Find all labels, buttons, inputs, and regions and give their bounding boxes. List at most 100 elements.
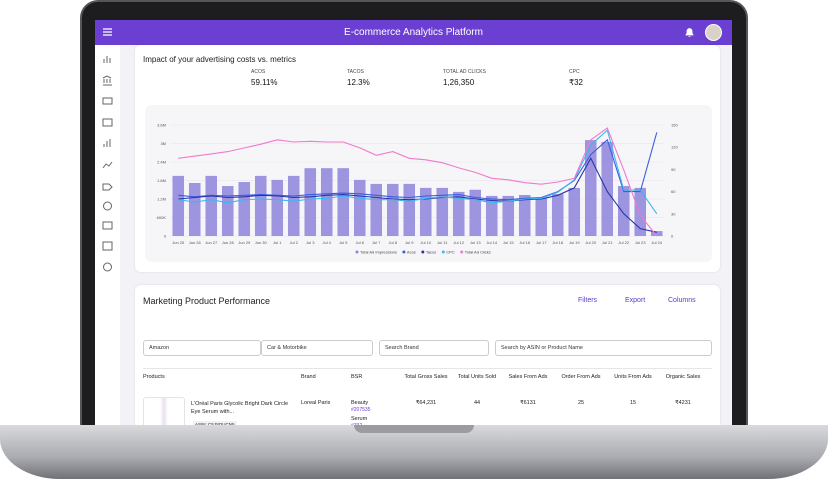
x-tick-label: Jul 7 bbox=[372, 240, 381, 245]
legend-swatch bbox=[460, 250, 464, 254]
cell: 44 bbox=[473, 400, 481, 406]
bar bbox=[254, 175, 267, 236]
card-title: Impact of your advertising costs vs. met… bbox=[143, 55, 296, 64]
bar bbox=[353, 179, 366, 236]
bar bbox=[287, 175, 300, 236]
x-tick-label: Jul 23 bbox=[635, 240, 646, 245]
nav-icon[interactable] bbox=[102, 75, 112, 86]
filter-input[interactable]: Search by ASIN or Product Name bbox=[495, 340, 712, 356]
chart: 0 600K 1.2M 1.8M 2.4M 3M 3.6M 0 30 60 90 120 150 Jun … bbox=[145, 105, 712, 262]
nav-icon[interactable] bbox=[103, 262, 112, 272]
column-header: Brand bbox=[301, 374, 316, 380]
legend-label: CPC bbox=[446, 250, 455, 255]
x-tick-label: Jul 15 bbox=[503, 240, 514, 245]
x-tick-label: Jul 4 bbox=[323, 240, 332, 245]
bar bbox=[502, 195, 515, 236]
x-tick-label: Jul 21 bbox=[602, 240, 613, 245]
x-tick-label: Jul 12 bbox=[453, 240, 464, 245]
bar bbox=[535, 198, 548, 236]
x-tick-label: Jul 18 bbox=[552, 240, 563, 245]
legend-label: Total Ad Impressions bbox=[360, 250, 397, 255]
action-button[interactable]: Filters bbox=[578, 297, 598, 304]
metric-value: ₹32 bbox=[569, 78, 583, 87]
y2-tick-label: 60 bbox=[671, 189, 676, 194]
x-tick-label: Jul 8 bbox=[389, 240, 398, 245]
y-tick-label: 1.2M bbox=[157, 197, 166, 202]
action-button[interactable]: Columns bbox=[668, 297, 696, 304]
nav-icon[interactable] bbox=[103, 201, 112, 211]
bar bbox=[452, 191, 465, 236]
bar bbox=[370, 183, 383, 236]
column-header: Total Gross Sales bbox=[404, 374, 448, 380]
x-tick-label: Jul 14 bbox=[486, 240, 497, 245]
column-header: Organic Sales bbox=[665, 374, 701, 380]
x-tick-label: Jul 5 bbox=[339, 240, 348, 245]
x-tick-label: Jul 20 bbox=[585, 240, 596, 245]
divider bbox=[143, 368, 712, 369]
nav-icon[interactable] bbox=[102, 97, 113, 105]
sidebar bbox=[95, 45, 120, 425]
bar bbox=[584, 140, 597, 236]
bsr-rank[interactable]: #207535 bbox=[351, 407, 371, 413]
bar bbox=[337, 168, 350, 236]
legend-label: Tacos bbox=[426, 250, 436, 255]
x-tick-label: Jul 3 bbox=[306, 240, 315, 245]
cell: ₹4231 bbox=[675, 400, 691, 406]
bar bbox=[304, 168, 317, 236]
bar bbox=[485, 195, 498, 236]
brand: Loreal Paris bbox=[301, 400, 331, 406]
filter-input[interactable]: Amazon bbox=[143, 340, 261, 356]
nav-icon[interactable] bbox=[103, 56, 111, 63]
app-title: E-commerce Analytics Platform bbox=[344, 27, 483, 38]
product-card: Marketing Product Performance Filters Exp… bbox=[135, 285, 720, 425]
cell: ₹6131 bbox=[520, 400, 536, 406]
cell: ₹64,231 bbox=[415, 400, 437, 406]
bell-icon[interactable] bbox=[685, 27, 694, 38]
bar bbox=[419, 187, 432, 236]
bar bbox=[436, 187, 449, 236]
bsr-rank[interactable]: #792 bbox=[351, 423, 362, 425]
x-tick-label: Jul 9 bbox=[405, 240, 414, 245]
column-header: Order From Ads bbox=[561, 374, 601, 380]
legend-label: Total Ad Clicks bbox=[465, 250, 491, 255]
nav-icon[interactable] bbox=[102, 183, 113, 191]
x-tick-label: Jun 27 bbox=[205, 240, 218, 245]
menu-icon[interactable] bbox=[103, 28, 112, 36]
y-tick-label: 2.4M bbox=[157, 160, 166, 165]
nav-icon[interactable] bbox=[102, 221, 113, 230]
bar bbox=[634, 187, 647, 236]
y-tick-label: 600K bbox=[157, 215, 167, 220]
nav-icon[interactable] bbox=[102, 241, 113, 251]
bar bbox=[617, 186, 630, 236]
bar bbox=[271, 179, 284, 236]
bar bbox=[551, 194, 564, 236]
legend-swatch bbox=[402, 250, 406, 254]
x-tick-label: Jun 26 bbox=[189, 240, 202, 245]
x-tick-label: Jul 10 bbox=[420, 240, 431, 245]
x-tick-label: Jul 2 bbox=[290, 240, 299, 245]
bar bbox=[238, 182, 251, 236]
y2-tick-label: 120 bbox=[671, 145, 678, 150]
action-button[interactable]: Export bbox=[625, 297, 646, 304]
legend-swatch bbox=[355, 250, 359, 254]
bar bbox=[188, 182, 201, 236]
asin: ASIN: C5JSDUCN5 bbox=[193, 421, 237, 425]
bsr-category: Serum bbox=[351, 416, 368, 422]
x-tick-label: Jul 19 bbox=[569, 240, 580, 245]
nav-icon[interactable] bbox=[102, 161, 113, 169]
product-image bbox=[143, 397, 185, 425]
column-header: Units From Ads bbox=[614, 374, 652, 380]
metric-value: 59.11% bbox=[251, 78, 278, 87]
filter-input[interactable]: Car & Motorbike bbox=[261, 340, 373, 356]
line bbox=[178, 132, 658, 201]
nav-icon[interactable] bbox=[102, 118, 113, 127]
nav-icon[interactable] bbox=[103, 139, 111, 147]
cell: 25 bbox=[577, 400, 585, 406]
y-tick-label: 3.6M bbox=[157, 123, 166, 128]
y-tick-label: 3M bbox=[160, 141, 166, 146]
bar bbox=[518, 194, 531, 236]
filter-input[interactable]: Search Brand bbox=[379, 340, 489, 356]
line bbox=[178, 129, 658, 215]
avatar[interactable] bbox=[705, 24, 722, 41]
